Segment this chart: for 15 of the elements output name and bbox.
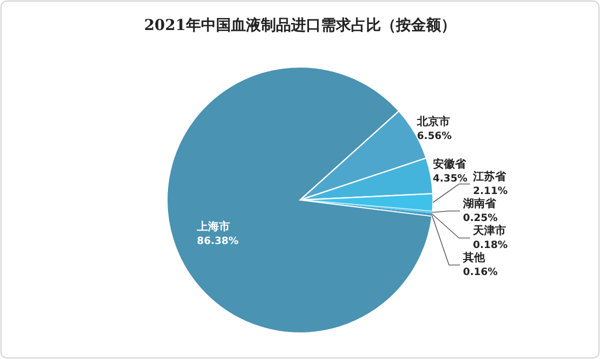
data-label: 2.11% <box>473 186 508 197</box>
data-label: 86.38% <box>196 236 239 247</box>
slice-label: 湖南省 <box>462 197 497 210</box>
slice-label: 天津市 <box>472 224 506 237</box>
chart-title: 2021年中国血液制品进口需求占比（按金额） <box>144 16 456 34</box>
data-label: 0.25% <box>463 213 498 224</box>
slice-label: 北京市 <box>416 115 450 128</box>
slice-label: 上海市 <box>196 220 230 233</box>
data-label: 0.16% <box>463 267 498 278</box>
slice-label: 安徽省 <box>432 158 467 171</box>
data-label: 4.35% <box>432 174 468 185</box>
data-label: 0.18% <box>473 240 508 251</box>
slice-label: 其他 <box>462 251 486 264</box>
slice-label: 江苏省 <box>472 170 507 183</box>
data-label: 6.56% <box>416 131 452 142</box>
